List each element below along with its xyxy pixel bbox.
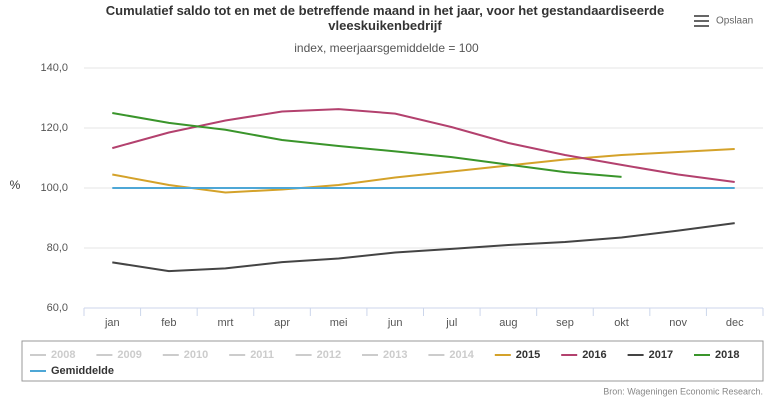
y-tick-label: 120,0 [40,122,68,134]
legend-label[interactable]: 2013 [383,349,407,361]
legend-label[interactable]: 2017 [649,349,673,361]
legend-label[interactable]: 2010 [184,349,208,361]
chart-title: Cumulatief saldo tot en met de betreffen… [105,3,665,33]
legend-label[interactable]: 2011 [250,349,274,361]
credits: Bron: Wageningen Economic Research. [603,386,763,396]
series-line [112,222,735,273]
menu-icon [694,20,709,22]
y-tick-label: 140,0 [40,62,68,74]
x-tick-label: mrt [218,317,234,329]
x-tick-label: feb [161,317,176,329]
x-tick-label: jan [104,317,120,329]
chart-subtitle: index, meerjaarsgemiddelde = 100 [294,41,479,55]
x-tick-label: jun [387,317,403,329]
series-line [112,112,622,178]
legend-box [21,340,764,382]
menu-icon [694,25,709,27]
y-tick-label: 100,0 [40,182,68,194]
x-tick-label: dec [726,317,744,329]
legend-label[interactable]: 2012 [317,349,341,361]
x-tick-label: okt [614,317,629,329]
y-tick-label: 60,0 [47,302,68,314]
x-tick-label: aug [499,317,517,329]
x-tick-label: jul [445,317,457,329]
export-label[interactable]: Opslaan [716,16,753,27]
x-tick-label: sep [556,317,574,329]
legend-label[interactable]: 2009 [117,349,141,361]
legend-label[interactable]: Gemiddelde [51,365,114,377]
series-line [112,108,735,183]
export-button[interactable]: Opslaan [694,15,753,27]
legend-label[interactable]: 2015 [516,349,540,361]
y-axis-label: % [10,178,21,192]
menu-icon [694,15,709,17]
x-tick-label: mei [330,317,348,329]
x-tick-label: apr [274,317,290,329]
y-tick-label: 80,0 [47,242,68,254]
legend-label[interactable]: 2014 [449,349,474,361]
legend-label[interactable]: 2008 [51,349,75,361]
legend-label[interactable]: 2018 [715,349,739,361]
x-tick-label: nov [669,317,687,329]
series-line [112,148,735,194]
legend-label[interactable]: 2016 [582,349,606,361]
